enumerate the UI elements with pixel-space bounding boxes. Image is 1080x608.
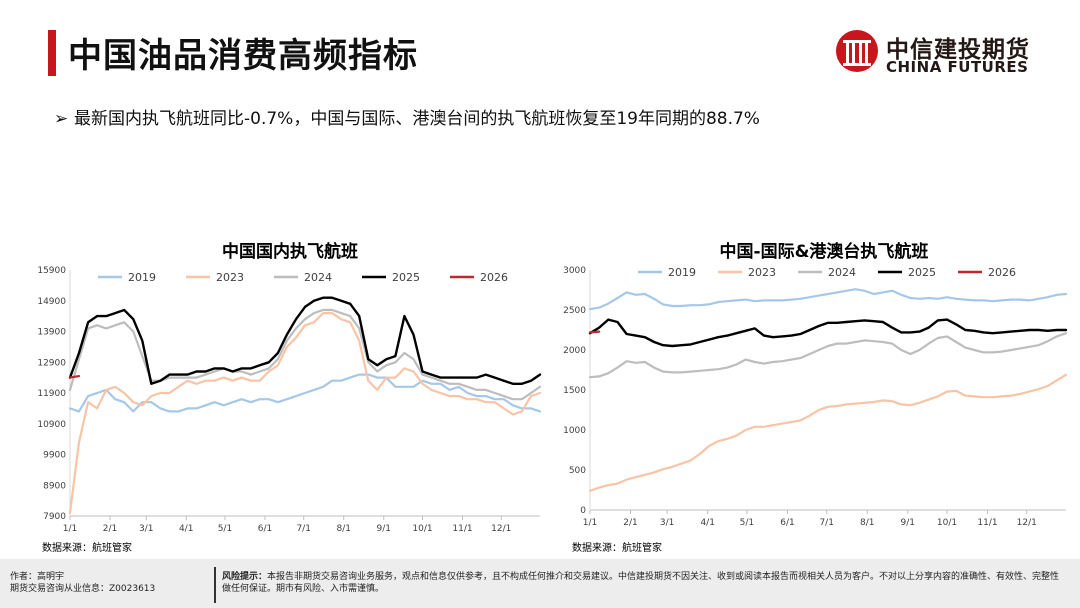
x-tick-label: 11/1 <box>452 524 472 534</box>
y-tick-label: 10900 <box>37 420 66 430</box>
legend-label: 2025 <box>392 271 420 284</box>
legend-item-2026: 2026 <box>958 266 1016 279</box>
arrow-bullet-icon: ➢ <box>54 109 69 129</box>
x-tick-label: 6/1 <box>258 524 272 534</box>
summary-text: 最新国内执飞航班同比-0.7%，中国与国际、港澳台间的执飞航班恢复至19年同期的… <box>74 109 760 129</box>
x-tick-label: 9/1 <box>901 518 915 528</box>
legend-label: 2023 <box>748 266 776 279</box>
series-line-2019 <box>588 288 1068 311</box>
legend-item-2019: 2019 <box>638 266 696 279</box>
chart-title-international: 中国-国际&港澳台执飞航班 <box>719 242 929 262</box>
y-tick-label: 3000 <box>563 266 586 276</box>
legend-label: 2019 <box>128 271 156 284</box>
x-tick-label: 1/1 <box>583 518 597 528</box>
legend-label: 2026 <box>480 271 508 284</box>
risk-text: 本报告非期货交易咨询业务服务，观点和信息仅供参考，且不构成任何推介和交易建议。中… <box>222 572 1060 594</box>
y-tick-label: 9900 <box>43 451 66 461</box>
legend-item-2019: 2019 <box>98 271 156 284</box>
company-logo: 中信建投期货 CHINA FUTURES <box>834 28 1034 78</box>
summary-bullet: ➢ 最新国内执飞航班同比-0.7%，中国与国际、港澳台间的执飞航班恢复至19年同期… <box>54 104 760 129</box>
footer-divider <box>214 567 216 603</box>
x-tick-label: 4/1 <box>179 524 193 534</box>
series-line-2025 <box>68 296 542 386</box>
legend-label: 2026 <box>988 266 1016 279</box>
x-tick-label: 8/1 <box>336 524 350 534</box>
x-tick-label: 7/1 <box>296 524 310 534</box>
legend-item-2025: 2025 <box>878 266 936 279</box>
x-tick-label: 9/1 <box>377 524 391 534</box>
source-note-international: 数据来源：航班管家 <box>572 543 662 554</box>
china-futures-logo-icon <box>836 30 878 72</box>
legend-label: 2023 <box>216 271 244 284</box>
legend-item-2023: 2023 <box>718 266 776 279</box>
legend-label: 2024 <box>828 266 856 279</box>
x-tick-label: 1/1 <box>63 524 77 534</box>
series-line-2019 <box>68 373 542 413</box>
logo-chinese-name: 中信建投期货 <box>886 37 1030 63</box>
author: 作者：高明宇 <box>10 572 65 582</box>
y-tick-label: 2500 <box>563 306 586 316</box>
y-tick-label: 2000 <box>563 346 586 356</box>
title-accent-bar <box>48 30 56 76</box>
legend-item-2024: 2024 <box>798 266 856 279</box>
risk-disclaimer: 风险提示：本报告非期货交易咨询业务服务，观点和信息仅供参考，且不构成任何推介和交… <box>222 571 1062 595</box>
x-tick-label: 5/1 <box>740 518 754 528</box>
legend-item-2023: 2023 <box>186 271 244 284</box>
legend-item-2024: 2024 <box>274 271 332 284</box>
x-tick-label: 12/1 <box>1017 518 1037 528</box>
source-note-domestic: 数据来源：航班管家 <box>42 543 132 554</box>
footer-author-info: 作者：高明宇 期货交易咨询从业信息：Z0023613 <box>10 571 155 595</box>
y-tick-label: 1000 <box>563 426 586 436</box>
x-tick-label: 6/1 <box>780 518 794 528</box>
logo-english-name: CHINA FUTURES <box>886 58 1029 76</box>
x-tick-label: 10/1 <box>937 518 957 528</box>
y-tick-label: 500 <box>569 466 586 476</box>
series-line-2023 <box>68 311 542 514</box>
x-tick-label: 3/1 <box>139 524 153 534</box>
x-tick-label: 12/1 <box>491 524 511 534</box>
y-tick-label: 7900 <box>43 512 66 522</box>
y-tick-label: 15900 <box>37 266 66 276</box>
legend-label: 2019 <box>668 266 696 279</box>
risk-label: 风险提示： <box>222 572 268 582</box>
legend-item-2026: 2026 <box>450 271 508 284</box>
y-tick-label: 13900 <box>37 328 66 338</box>
international-flights-chart: 0 500 1000 1500 2000 2500 3000 1/1 2/1 3/1 4/1 5/1 6… <box>563 266 1068 528</box>
series-line-2023 <box>588 373 1068 492</box>
legend-item-2025: 2025 <box>362 271 420 284</box>
x-tick-label: 7/1 <box>819 518 833 528</box>
x-tick-label: 11/1 <box>977 518 997 528</box>
series-line-2025 <box>588 318 1068 348</box>
series-line-2026 <box>588 330 601 334</box>
y-tick-label: 12900 <box>37 358 66 368</box>
x-tick-label: 2/1 <box>103 524 117 534</box>
x-tick-label: 3/1 <box>660 518 674 528</box>
legend-label: 2025 <box>908 266 936 279</box>
x-tick-label: 4/1 <box>700 518 714 528</box>
y-tick-label: 1500 <box>563 386 586 396</box>
series-line-2024 <box>588 332 1068 379</box>
license-number: 期货交易咨询从业信息：Z0023613 <box>10 584 156 594</box>
footer: 作者：高明宇 期货交易咨询从业信息：Z0023613 风险提示：本报告非期货交易… <box>0 559 1080 608</box>
x-tick-label: 10/1 <box>412 524 432 534</box>
y-tick-label: 11900 <box>37 389 66 399</box>
y-tick-label: 14900 <box>37 297 66 307</box>
series-line-2024 <box>68 308 542 401</box>
legend-label: 2024 <box>304 271 332 284</box>
x-tick-label: 2/1 <box>623 518 637 528</box>
x-tick-label: 5/1 <box>218 524 232 534</box>
chart-title-domestic: 中国国内执飞航班 <box>222 242 358 262</box>
page-title: 中国油品消费高频指标 <box>68 36 418 76</box>
x-tick-label: 8/1 <box>860 518 874 528</box>
series-line-2026 <box>68 374 81 379</box>
y-tick-label: 8900 <box>43 481 66 491</box>
y-tick-label: 0 <box>580 506 586 516</box>
domestic-flights-chart: 7900 8900 9900 10900 11900 12900 13900 14900 159… <box>37 266 542 534</box>
